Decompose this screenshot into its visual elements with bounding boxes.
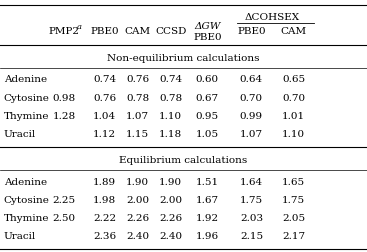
Text: 2.50: 2.50	[52, 213, 76, 222]
Text: 1.98: 1.98	[93, 195, 116, 204]
Text: 0.76: 0.76	[93, 93, 116, 102]
Text: PBE0: PBE0	[90, 27, 119, 36]
Text: 2.00: 2.00	[159, 195, 182, 204]
Text: Adenine: Adenine	[4, 75, 47, 84]
Text: 0.98: 0.98	[52, 93, 76, 102]
Text: Uracil: Uracil	[4, 130, 36, 139]
Text: 0.78: 0.78	[126, 93, 149, 102]
Text: Thymine: Thymine	[4, 213, 49, 222]
Text: 1.01: 1.01	[282, 111, 305, 120]
Text: 1.89: 1.89	[93, 177, 116, 186]
Text: 1.90: 1.90	[126, 177, 149, 186]
Text: 1.75: 1.75	[240, 195, 263, 204]
Text: a: a	[76, 22, 81, 30]
Text: 0.74: 0.74	[159, 75, 182, 84]
Text: 1.18: 1.18	[159, 130, 182, 139]
Text: ΔGW: ΔGW	[194, 21, 221, 30]
Text: 1.15: 1.15	[126, 130, 149, 139]
Text: Adenine: Adenine	[4, 177, 47, 186]
Text: 1.90: 1.90	[159, 177, 182, 186]
Text: 0.70: 0.70	[282, 93, 305, 102]
Text: 1.64: 1.64	[240, 177, 263, 186]
Text: 2.05: 2.05	[282, 213, 305, 222]
Text: 1.04: 1.04	[93, 111, 116, 120]
Text: 2.03: 2.03	[240, 213, 263, 222]
Text: 2.26: 2.26	[159, 213, 182, 222]
Text: Cytosine: Cytosine	[4, 93, 50, 102]
Text: 0.76: 0.76	[126, 75, 149, 84]
Text: 1.10: 1.10	[282, 130, 305, 139]
Text: 2.40: 2.40	[159, 231, 182, 240]
Text: CCSD: CCSD	[155, 27, 186, 36]
Text: 2.00: 2.00	[126, 195, 149, 204]
Text: 2.26: 2.26	[126, 213, 149, 222]
Text: 1.28: 1.28	[52, 111, 76, 120]
Text: 0.74: 0.74	[93, 75, 116, 84]
Text: 1.75: 1.75	[282, 195, 305, 204]
Text: 0.60: 0.60	[196, 75, 219, 84]
Text: Cytosine: Cytosine	[4, 195, 50, 204]
Text: 1.07: 1.07	[240, 130, 263, 139]
Text: 2.25: 2.25	[52, 195, 76, 204]
Text: 1.92: 1.92	[196, 213, 219, 222]
Text: 0.70: 0.70	[240, 93, 263, 102]
Text: CAM: CAM	[124, 27, 151, 36]
Text: 0.95: 0.95	[196, 111, 219, 120]
Text: 1.65: 1.65	[282, 177, 305, 186]
Text: 0.78: 0.78	[159, 93, 182, 102]
Text: PMP2: PMP2	[49, 27, 80, 36]
Text: 0.64: 0.64	[240, 75, 263, 84]
Text: 1.10: 1.10	[159, 111, 182, 120]
Text: 0.67: 0.67	[196, 93, 219, 102]
Text: CAM: CAM	[280, 27, 307, 36]
Text: PBE0: PBE0	[193, 33, 222, 42]
Text: 2.36: 2.36	[93, 231, 116, 240]
Text: 2.40: 2.40	[126, 231, 149, 240]
Text: 1.51: 1.51	[196, 177, 219, 186]
Text: 1.96: 1.96	[196, 231, 219, 240]
Text: 2.15: 2.15	[240, 231, 263, 240]
Text: PBE0: PBE0	[237, 27, 266, 36]
Text: 0.99: 0.99	[240, 111, 263, 120]
Text: Non-equilibrium calculations: Non-equilibrium calculations	[107, 54, 260, 63]
Text: ΔCOHSEX: ΔCOHSEX	[245, 13, 300, 22]
Text: Equilibrium calculations: Equilibrium calculations	[119, 156, 248, 165]
Text: 2.22: 2.22	[93, 213, 116, 222]
Text: Thymine: Thymine	[4, 111, 49, 120]
Text: Uracil: Uracil	[4, 231, 36, 240]
Text: 1.07: 1.07	[126, 111, 149, 120]
Text: 1.05: 1.05	[196, 130, 219, 139]
Text: 1.67: 1.67	[196, 195, 219, 204]
Text: 1.12: 1.12	[93, 130, 116, 139]
Text: 2.17: 2.17	[282, 231, 305, 240]
Text: 0.65: 0.65	[282, 75, 305, 84]
